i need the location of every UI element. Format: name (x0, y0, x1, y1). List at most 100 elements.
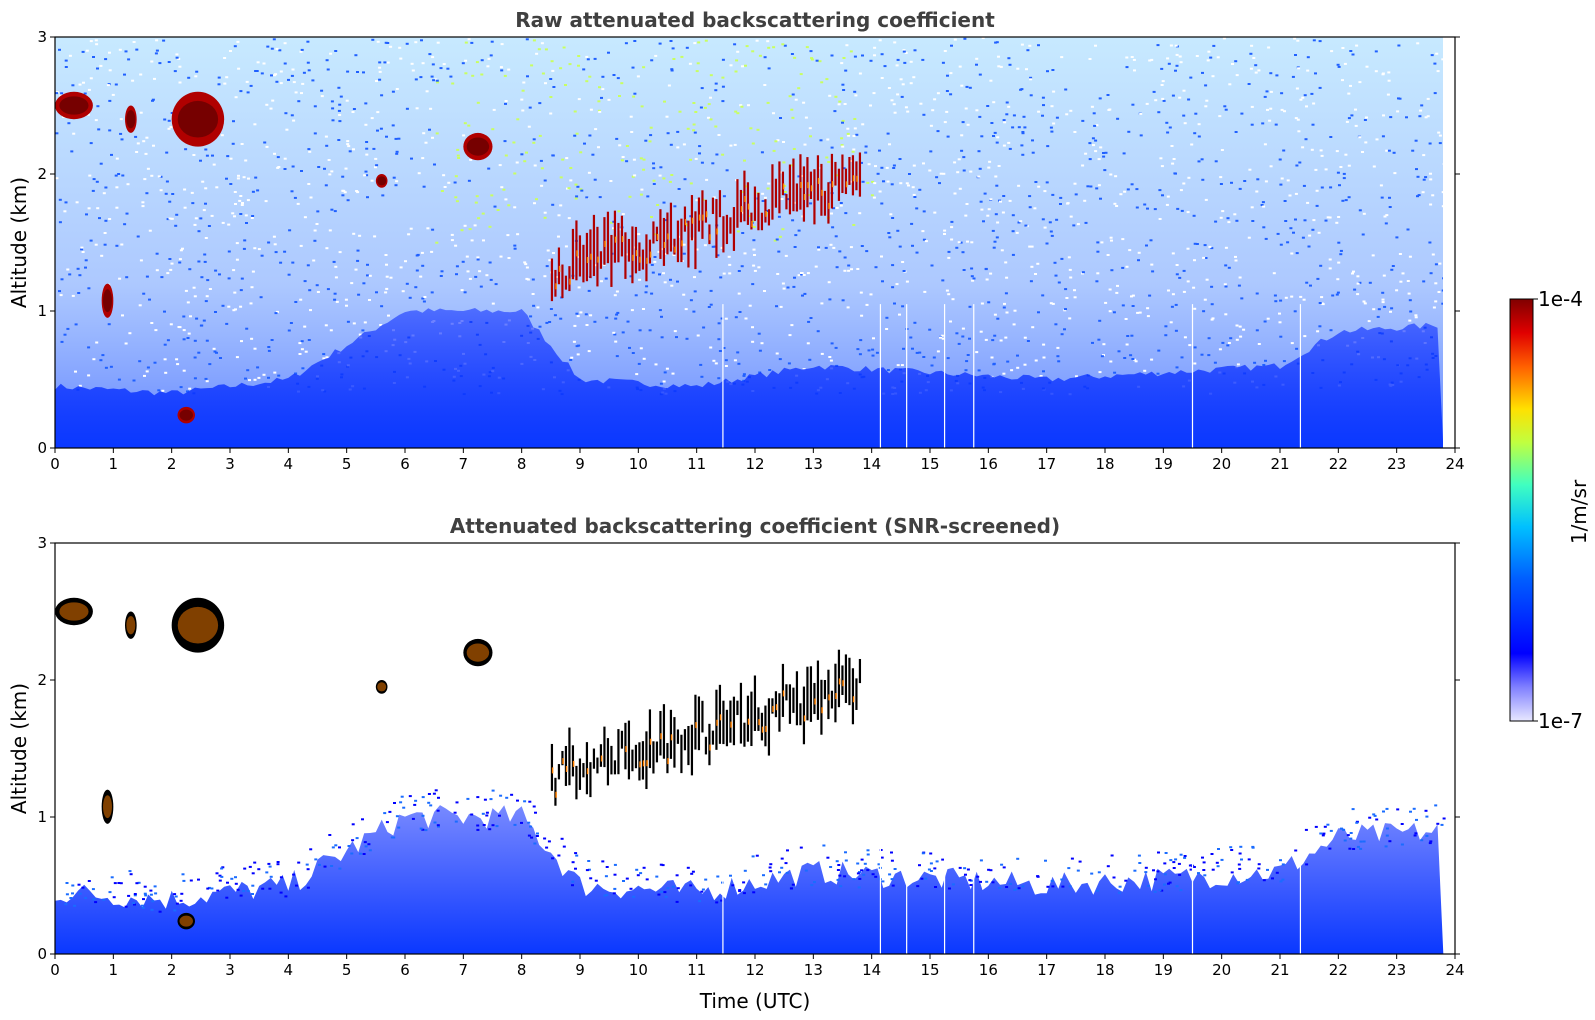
fringe-speck (436, 809, 440, 812)
noise-speck (1159, 157, 1163, 160)
noise-speck (840, 144, 844, 147)
noise-speck (1382, 114, 1385, 117)
cloud-streak-edge (649, 251, 652, 258)
noise-speck (975, 351, 979, 354)
noise-speck (642, 308, 645, 310)
noise-speck (943, 121, 947, 124)
noise-speck (292, 119, 296, 122)
noise-speck (549, 308, 553, 310)
noise-speck (1192, 214, 1196, 217)
noise-speck (970, 241, 974, 244)
cloud-streak (785, 194, 788, 210)
noise-speck (169, 268, 173, 271)
noise-speck (869, 293, 873, 296)
noise-speck (1043, 190, 1047, 193)
noise-speck (346, 199, 350, 202)
noise-speck (1223, 283, 1227, 286)
fringe-speck (119, 882, 123, 885)
noise-speck (1226, 344, 1230, 347)
noise-speck (809, 202, 813, 205)
noise-speck (1399, 280, 1403, 283)
noise-speck (1229, 337, 1233, 340)
fringe-speck (408, 795, 412, 798)
noise-speck (1381, 301, 1385, 304)
noise-speck (330, 208, 334, 211)
noise-speck (692, 310, 696, 313)
noise-speck (397, 137, 401, 140)
fringe-speck (545, 846, 549, 849)
noise-speck (107, 323, 111, 326)
cloud-streak-edge (667, 233, 669, 240)
noise-speck (585, 80, 589, 83)
noise-speck (114, 174, 118, 177)
noise-speck (338, 103, 342, 106)
noise-speck (633, 174, 637, 177)
noise-speck (1091, 341, 1094, 344)
noise-speck (880, 255, 883, 258)
fringe-speck (877, 863, 881, 866)
fringe-speck (242, 890, 245, 892)
x-tick-label: 11 (687, 455, 706, 473)
x-tick-label: 18 (1095, 961, 1114, 979)
fringe-speck (1110, 854, 1114, 857)
noise-speck (522, 81, 526, 84)
noise-speck (574, 183, 578, 186)
noise-speck (1416, 175, 1420, 178)
noise-speck (658, 174, 662, 177)
noise-speck (1383, 215, 1387, 218)
noise-speck (779, 305, 783, 308)
noise-speck (100, 254, 104, 257)
noise-speck (1188, 344, 1192, 347)
noise-speck (199, 159, 202, 162)
noise-speck (1392, 151, 1396, 154)
noise-speck (932, 356, 936, 359)
noise-speck (1030, 265, 1034, 268)
noise-speck (886, 180, 890, 183)
noise-speck (385, 135, 388, 138)
noise-speck (1238, 325, 1242, 328)
noise-speck (788, 334, 792, 337)
noise-speck (256, 61, 260, 64)
noise-speck (142, 140, 146, 143)
noise-speck (1094, 44, 1097, 47)
noise-speck (551, 69, 555, 72)
noise-speck (838, 250, 842, 253)
noise-speck (324, 324, 328, 327)
cloud-streak-edge (800, 181, 802, 188)
fringe-speck (265, 871, 269, 874)
x-tick-label: 20 (1212, 961, 1231, 979)
cloud-streak-edge (674, 246, 676, 253)
noise-speck (1176, 207, 1180, 210)
noise-speck (148, 229, 152, 232)
fringe-speck (516, 799, 519, 802)
fringe-speck (1238, 867, 1242, 870)
noise-speck (1252, 57, 1256, 59)
noise-speck (1156, 372, 1160, 375)
noise-speck (908, 173, 911, 175)
noise-speck (1231, 63, 1234, 65)
noise-speck (355, 190, 359, 192)
noise-speck (1319, 264, 1323, 267)
cloud-patch-core (377, 682, 387, 692)
noise-speck (1353, 288, 1357, 291)
x-tick-label: 3 (225, 455, 235, 473)
noise-speck (1280, 177, 1284, 180)
noise-speck (1028, 195, 1032, 198)
noise-speck (1227, 266, 1231, 269)
noise-speck (1411, 149, 1415, 152)
noise-speck (915, 251, 919, 254)
noise-speck (593, 320, 597, 323)
noise-speck (594, 128, 598, 131)
noise-speck (543, 211, 547, 214)
noise-speck (526, 278, 530, 281)
fringe-speck (491, 789, 495, 792)
noise-speck (503, 140, 507, 143)
noise-speck (1156, 44, 1160, 47)
panel-raw: Raw attenuated backscattering coefficien… (7, 8, 1465, 473)
noise-speck (824, 246, 828, 249)
noise-speck (901, 83, 905, 86)
panel-raw-plot-area (55, 37, 1455, 448)
noise-speck (589, 108, 593, 111)
noise-speck (1003, 302, 1006, 305)
noise-speck (211, 154, 214, 157)
